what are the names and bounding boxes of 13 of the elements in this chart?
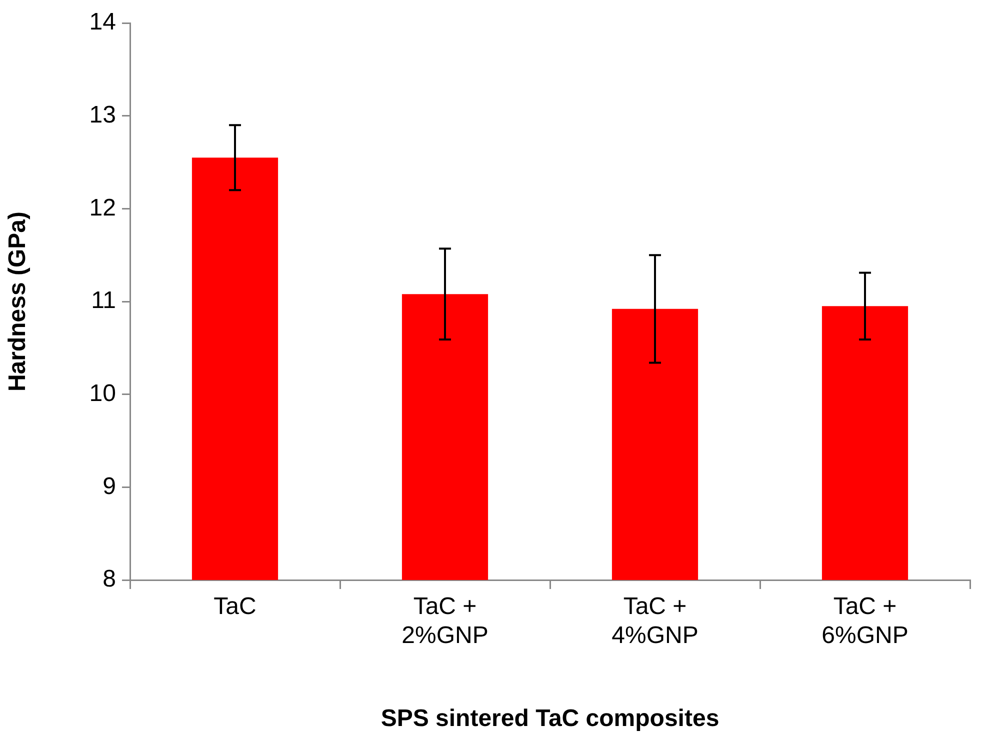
y-tick-label: 10 bbox=[89, 380, 116, 407]
y-tick-label: 9 bbox=[102, 472, 116, 500]
y-tick-label: 8 bbox=[102, 566, 116, 593]
x-tick-label: TaC + 2%GNP bbox=[402, 593, 488, 649]
y-tick-label: 14 bbox=[89, 8, 116, 36]
y-tick-label: 11 bbox=[91, 287, 116, 314]
x-tick-label: TaC bbox=[214, 593, 256, 620]
y-axis-title: Hardness (GPa) bbox=[4, 211, 32, 392]
y-tick-label: 12 bbox=[89, 194, 116, 222]
y-tick-label: 13 bbox=[89, 101, 116, 128]
x-tick-label: TaC + 4%GNP bbox=[612, 593, 698, 649]
x-axis-title: SPS sintered TaC composites bbox=[380, 705, 720, 732]
x-tick-label: TaC + 6%GNP bbox=[822, 593, 908, 649]
